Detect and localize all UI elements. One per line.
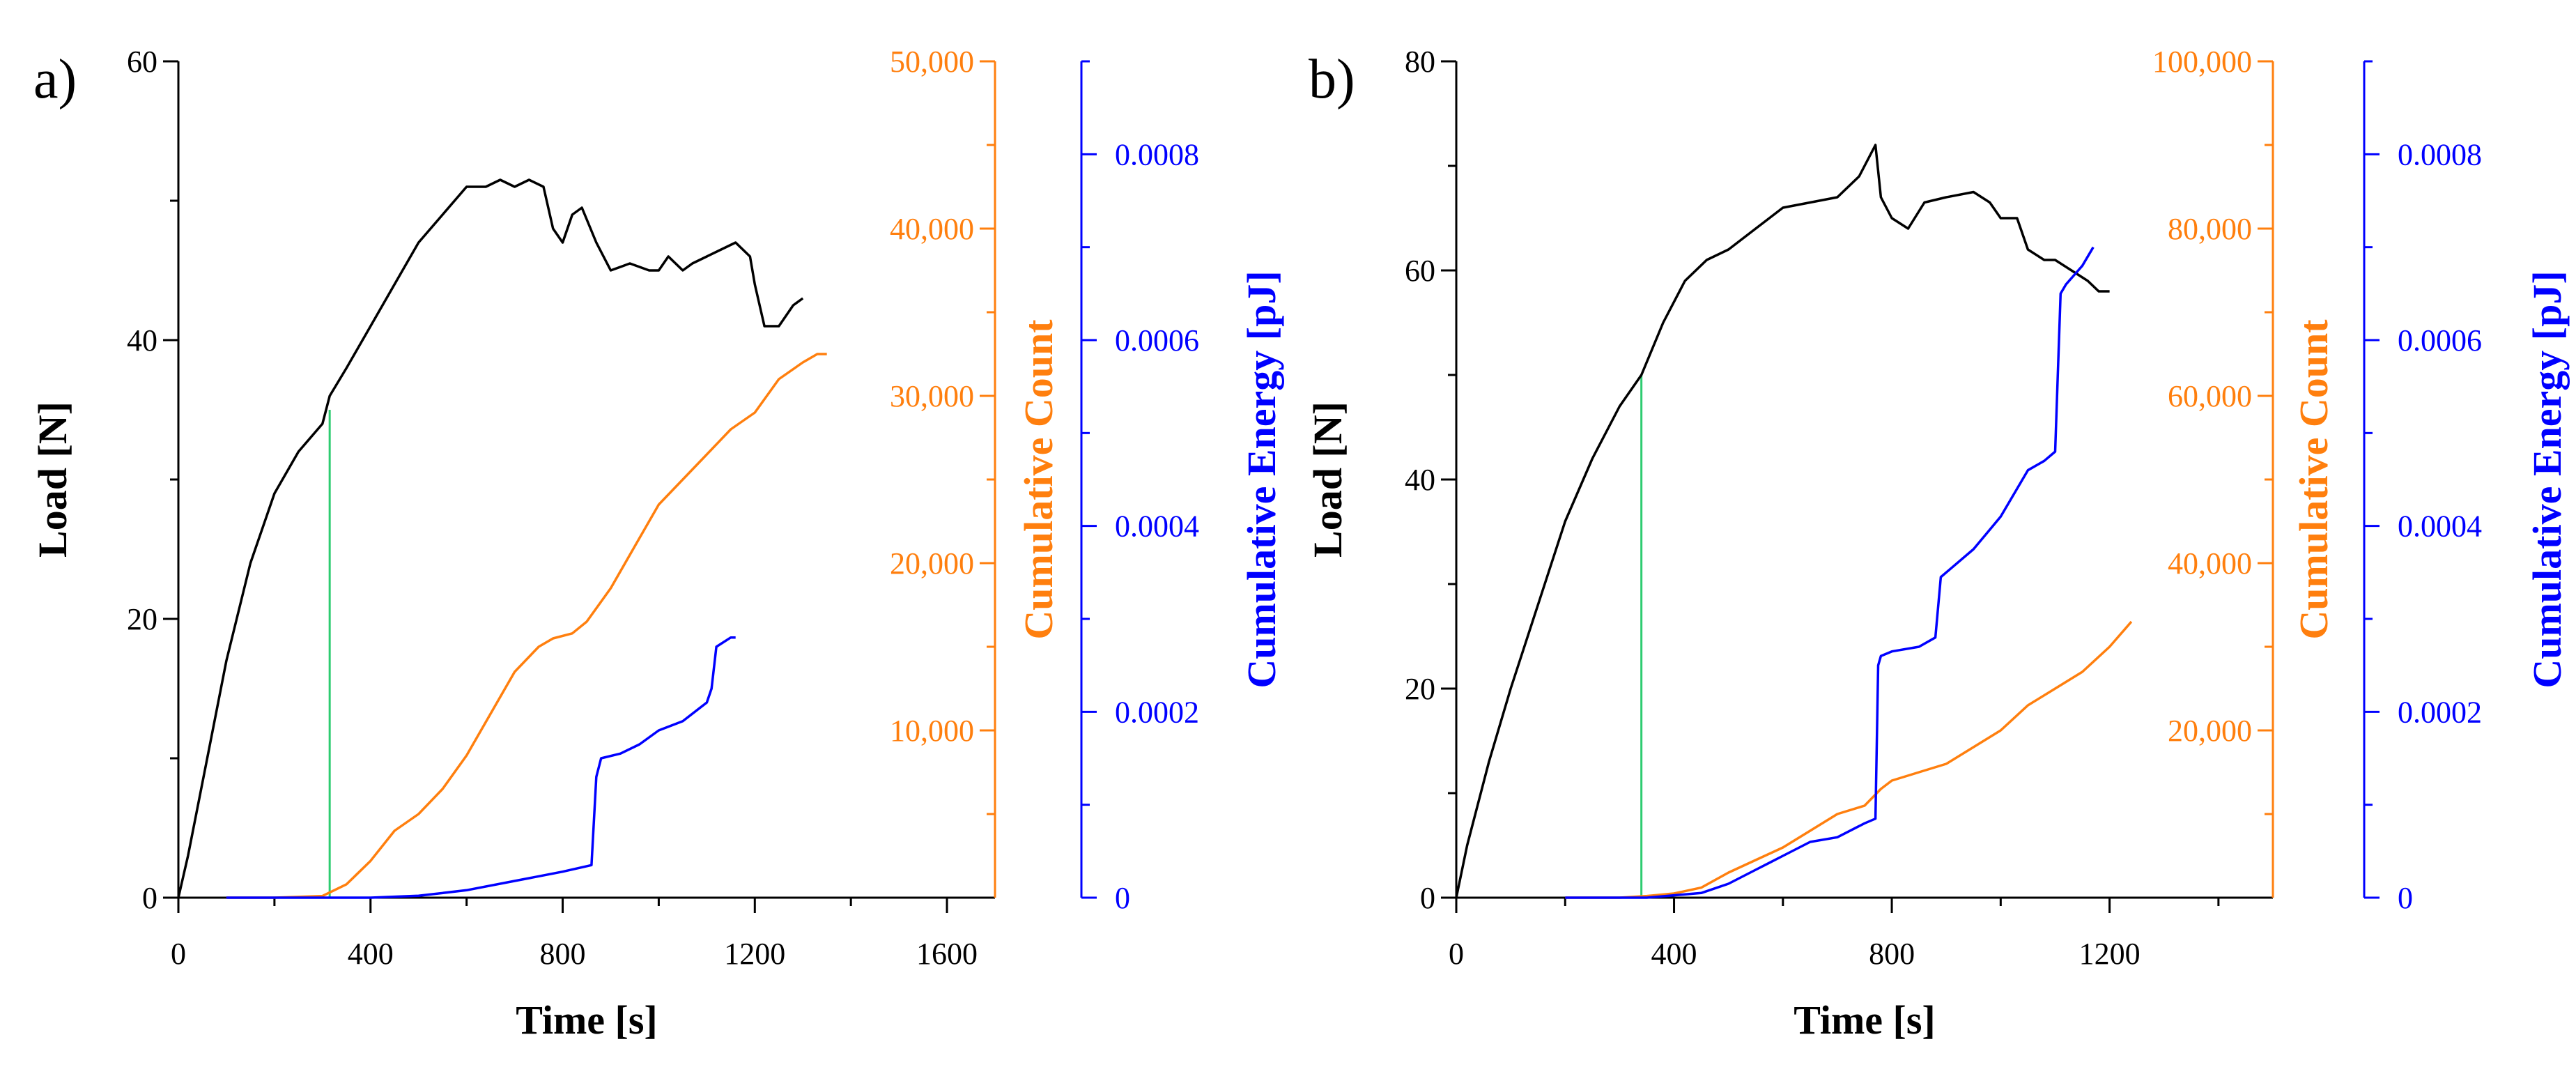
load-tick-label: 40 [1405, 463, 1435, 497]
load-tick-label: 20 [1405, 672, 1435, 706]
count-tick-label: 20,000 [890, 546, 974, 581]
x-tick-label: 800 [1869, 937, 1915, 971]
count-tick-label: 40,000 [890, 212, 974, 246]
chart-panel-b: b) 0 400 800 1200 Time [s] 0 20 40 60 80 Load [N] 20… [1305, 45, 2570, 1043]
count-axis-title: Cumulative Count [1016, 319, 1061, 640]
x-axis-title: Time [s] [516, 997, 658, 1043]
energy-tick-label: 0 [2398, 881, 2413, 915]
energy-tick-label: 0 [1115, 881, 1130, 915]
energy-tick-label: 0.0002 [1115, 695, 1199, 729]
series-line-count [1565, 620, 2133, 899]
x-tick-label: 800 [540, 937, 586, 971]
load-tick-label: 60 [1405, 254, 1435, 288]
panel-label: b) [1309, 49, 1355, 110]
energy-tick-label: 0.0004 [1115, 509, 1199, 544]
count-axis-title: Cumulative Count [2291, 319, 2336, 640]
energy-tick-label: 0.0006 [1115, 323, 1199, 358]
load-axis-title: Load [N] [1305, 401, 1350, 558]
energy-tick-label: 0.0004 [2398, 509, 2482, 544]
load-tick-label: 0 [142, 881, 157, 915]
count-tick-label: 10,000 [890, 714, 974, 748]
chart-panel-a: a) 0 400 800 1200 1600 Time [s] 0 20 40 60 Load [N]… [30, 45, 1284, 1043]
x-tick-label: 400 [348, 937, 394, 971]
energy-tick-label: 0.0006 [2398, 323, 2482, 358]
x-tick-label: 400 [1651, 937, 1697, 971]
series-line-energy [226, 636, 736, 899]
energy-tick-label: 0.0008 [1115, 137, 1199, 171]
load-axis-title: Load [N] [30, 401, 75, 558]
energy-axis-title: Cumulative Energy [pJ] [1239, 270, 1284, 688]
energy-axis-title: Cumulative Energy [pJ] [2524, 270, 2570, 688]
series-line-load [1455, 144, 2110, 898]
x-tick-label: 0 [171, 937, 186, 971]
series-line-load [177, 178, 804, 898]
load-tick-label: 40 [127, 323, 157, 358]
load-tick-label: 60 [127, 45, 157, 79]
x-axis-title: Time [s] [1794, 997, 1936, 1043]
x-tick-label: 1200 [2079, 937, 2141, 971]
load-tick-label: 20 [127, 602, 157, 636]
load-tick-label: 80 [1405, 45, 1435, 79]
count-tick-label: 60,000 [2168, 379, 2252, 413]
panel-label: a) [33, 49, 77, 110]
series-line-count [226, 353, 827, 899]
count-tick-label: 20,000 [2168, 714, 2252, 748]
count-tick-label: 50,000 [890, 45, 974, 79]
count-tick-label: 30,000 [890, 379, 974, 413]
series-line-energy [1565, 246, 2095, 899]
count-tick-label: 80,000 [2168, 212, 2252, 246]
count-tick-label: 100,000 [2152, 45, 2252, 79]
count-tick-label: 40,000 [2168, 546, 2252, 581]
x-tick-label: 0 [1449, 937, 1464, 971]
load-tick-label: 0 [1420, 881, 1435, 915]
x-tick-label: 1200 [724, 937, 785, 971]
energy-tick-label: 0.0008 [2398, 137, 2482, 171]
energy-tick-label: 0.0002 [2398, 695, 2482, 729]
x-tick-label: 1600 [916, 937, 978, 971]
